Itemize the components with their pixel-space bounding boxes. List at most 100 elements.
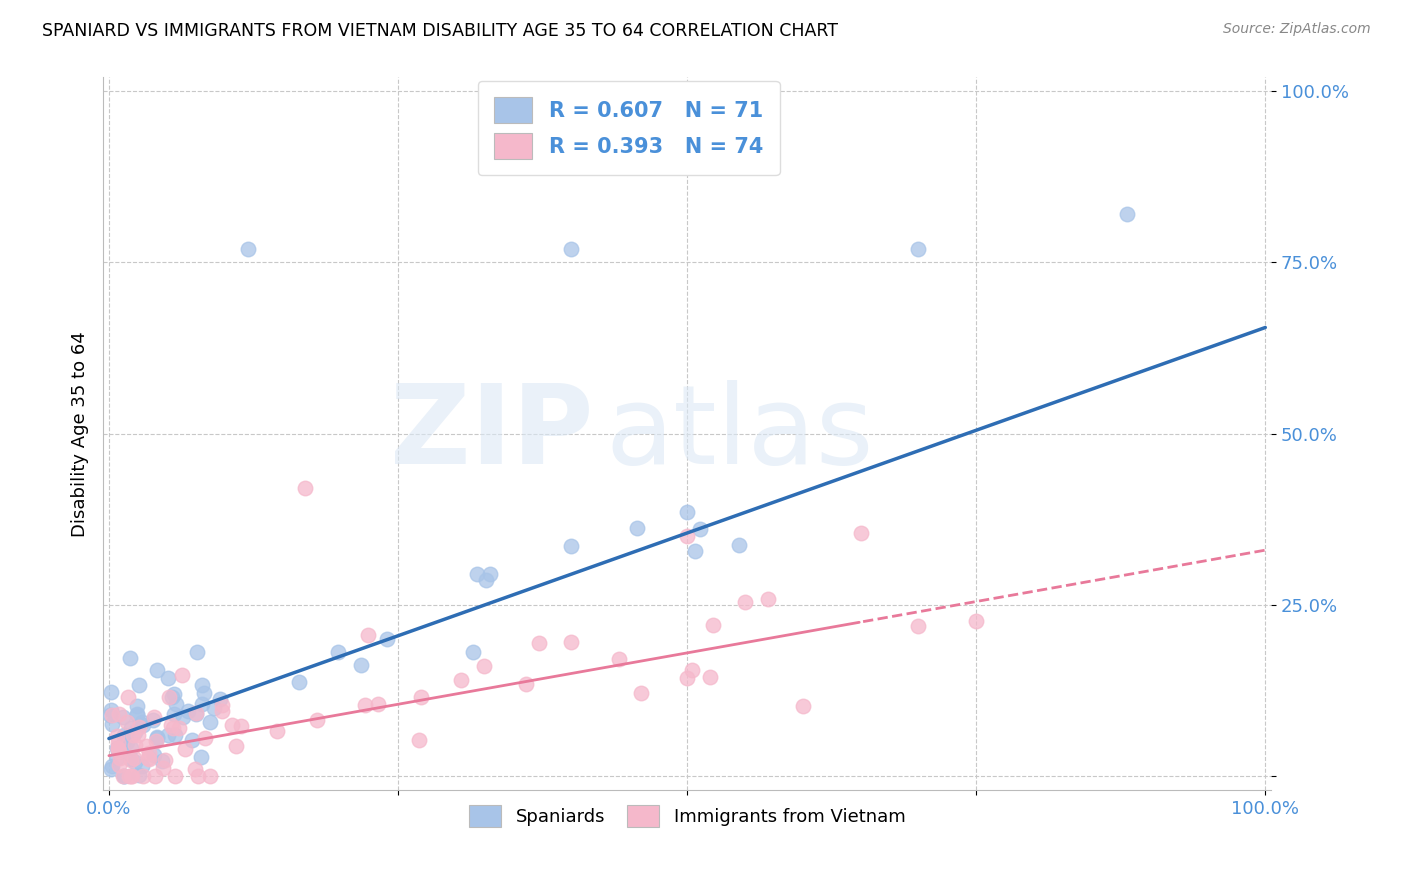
Point xyxy=(162,721,184,735)
Point xyxy=(121,728,143,742)
Point xyxy=(142,747,165,762)
Point xyxy=(124,756,146,770)
Text: SPANIARD VS IMMIGRANTS FROM VIETNAM DISABILITY AGE 35 TO 64 CORRELATION CHART: SPANIARD VS IMMIGRANTS FROM VIETNAM DISA… xyxy=(42,22,838,40)
Point xyxy=(475,574,498,588)
Point xyxy=(107,741,129,756)
Point xyxy=(132,718,155,732)
Point xyxy=(125,708,148,723)
Point xyxy=(120,753,142,767)
Point xyxy=(163,728,186,742)
Point xyxy=(128,720,150,734)
Point xyxy=(183,763,205,777)
Point xyxy=(163,687,186,701)
Point xyxy=(560,242,582,256)
Point xyxy=(125,707,148,722)
Point xyxy=(465,567,488,582)
Point xyxy=(211,704,233,718)
Point xyxy=(1115,207,1137,221)
Point xyxy=(515,677,537,691)
Point xyxy=(174,742,197,756)
Point xyxy=(409,690,432,705)
Point xyxy=(792,698,814,713)
Point xyxy=(118,769,141,783)
Point xyxy=(157,690,180,704)
Point xyxy=(165,769,187,783)
Point xyxy=(202,701,225,715)
Point xyxy=(112,769,135,783)
Point xyxy=(112,769,135,783)
Point xyxy=(131,758,153,772)
Point xyxy=(120,650,142,665)
Text: ZIP: ZIP xyxy=(391,380,593,487)
Point xyxy=(114,735,136,749)
Point xyxy=(172,667,194,681)
Point xyxy=(121,769,143,783)
Point xyxy=(105,740,128,755)
Point xyxy=(160,718,183,732)
Point xyxy=(702,618,724,632)
Point xyxy=(527,636,550,650)
Point xyxy=(112,728,135,742)
Point xyxy=(101,708,124,723)
Point xyxy=(221,718,243,732)
Point xyxy=(172,709,194,723)
Point xyxy=(169,721,191,735)
Point xyxy=(108,750,131,764)
Point xyxy=(111,709,134,723)
Point xyxy=(112,769,135,783)
Point xyxy=(131,714,153,729)
Point xyxy=(681,663,703,677)
Point xyxy=(163,706,186,721)
Point xyxy=(136,751,159,765)
Point xyxy=(165,697,187,711)
Point xyxy=(479,567,502,582)
Point xyxy=(143,710,166,724)
Point xyxy=(676,505,699,519)
Point xyxy=(100,703,122,717)
Point xyxy=(630,685,652,699)
Point xyxy=(108,743,131,757)
Point xyxy=(120,721,142,735)
Point xyxy=(107,729,129,743)
Point xyxy=(141,713,163,727)
Point xyxy=(408,732,430,747)
Point xyxy=(146,731,169,746)
Point xyxy=(184,706,207,720)
Point xyxy=(756,592,779,607)
Point xyxy=(120,751,142,765)
Point xyxy=(117,715,139,730)
Point xyxy=(128,678,150,692)
Text: Source: ZipAtlas.com: Source: ZipAtlas.com xyxy=(1223,22,1371,37)
Point xyxy=(198,769,221,783)
Point xyxy=(115,735,138,749)
Point xyxy=(907,242,929,256)
Point xyxy=(225,739,247,753)
Point xyxy=(231,719,253,733)
Point xyxy=(156,728,179,742)
Point xyxy=(734,595,756,609)
Point xyxy=(907,618,929,632)
Point xyxy=(357,627,380,641)
Point xyxy=(128,768,150,782)
Point xyxy=(120,769,142,783)
Point xyxy=(326,645,349,659)
Point xyxy=(107,706,129,721)
Point xyxy=(108,757,131,772)
Point xyxy=(474,658,496,673)
Point xyxy=(560,540,582,554)
Point xyxy=(367,697,389,711)
Point xyxy=(198,714,221,729)
Text: atlas: atlas xyxy=(606,380,875,487)
Point xyxy=(266,724,288,739)
Point xyxy=(155,753,177,767)
Point xyxy=(156,671,179,685)
Point xyxy=(849,526,872,541)
Point xyxy=(150,754,173,768)
Point xyxy=(107,741,129,756)
Point xyxy=(184,707,207,722)
Point xyxy=(132,769,155,783)
Point xyxy=(160,690,183,704)
Legend: Spaniards, Immigrants from Vietnam: Spaniards, Immigrants from Vietnam xyxy=(461,797,912,834)
Point xyxy=(124,738,146,752)
Point xyxy=(120,740,142,755)
